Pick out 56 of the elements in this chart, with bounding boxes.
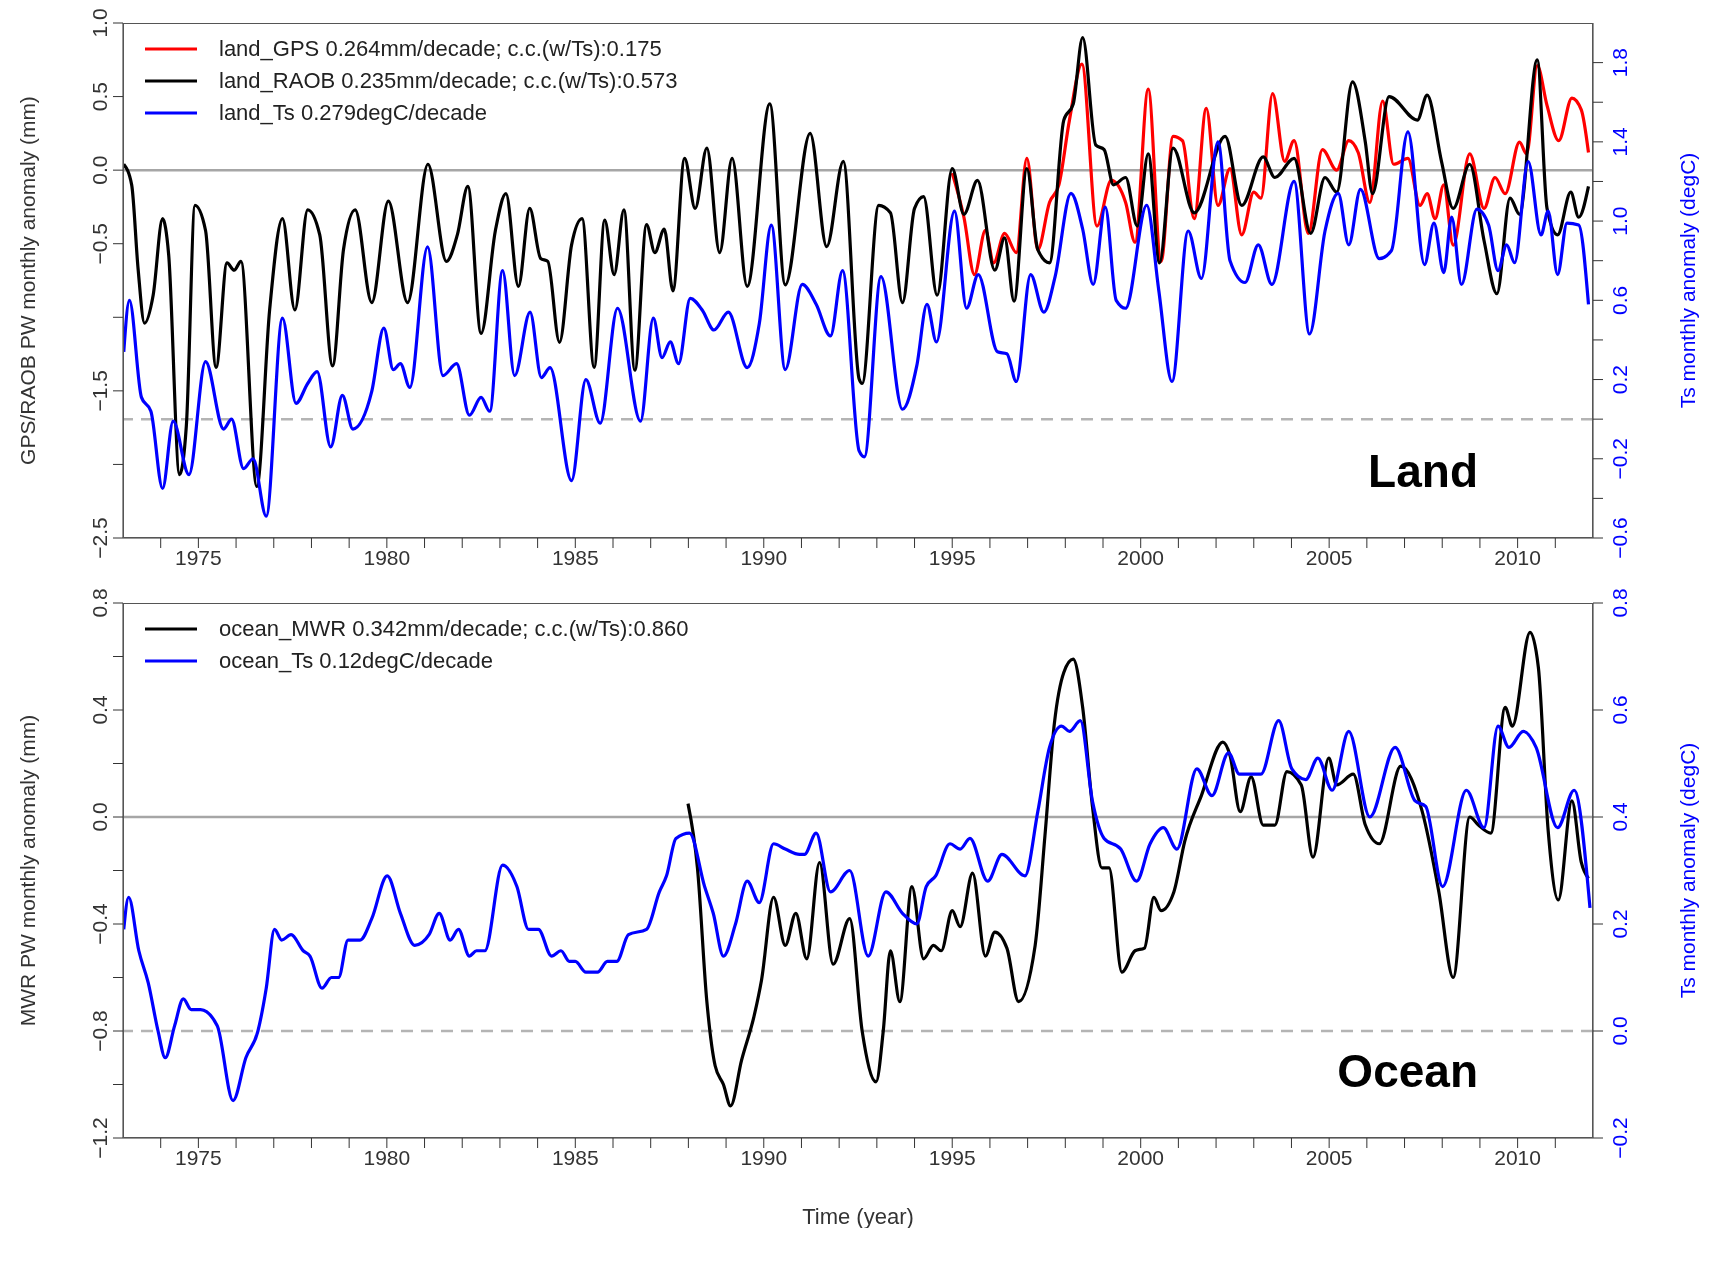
legend-label: ocean_Ts 0.12degC/decade <box>219 648 493 674</box>
x-tick-label: 2010 <box>1494 545 1541 569</box>
x-tick-label: 2005 <box>1305 1145 1353 1169</box>
y2-tick-label: 0.8 <box>1608 588 1631 618</box>
y2-tick-label: 0.6 <box>1608 695 1631 725</box>
y2-tick-label: −0.6 <box>1608 517 1631 559</box>
y2-axis-title: Ts monthly anomaly (degC) <box>1676 152 1700 409</box>
y-tick-label: −0.4 <box>88 902 111 945</box>
y2-tick-label: 0.2 <box>1608 364 1631 395</box>
legend-label: land_GPS 0.264mm/decade; c.c.(w/Ts):0.175 <box>219 36 662 62</box>
x-tick-label: 2000 <box>1117 545 1165 569</box>
x-tick-label: 1995 <box>928 1145 976 1169</box>
x-tick-label: 1975 <box>175 545 222 569</box>
y-tick-label: 0.0 <box>88 802 111 832</box>
y2-tick-label: 1.8 <box>1608 48 1631 78</box>
y2-axis-title: Ts monthly anomaly (degC) <box>1676 742 1700 999</box>
x-tick-label: 2000 <box>1117 1145 1165 1169</box>
y2-tick-label: 0.4 <box>1608 802 1631 832</box>
y-tick-label: −0.8 <box>88 1010 111 1052</box>
legend-label: land_RAOB 0.235mm/decade; c.c.(w/Ts):0.573 <box>219 68 678 94</box>
annotation: Land <box>1368 444 1478 498</box>
y2-tick-label: 0.2 <box>1608 909 1631 939</box>
x-tick-label: 1980 <box>363 1145 411 1169</box>
x-tick-label: 1985 <box>551 545 599 569</box>
y-tick-label: −1.2 <box>88 1117 111 1159</box>
line-series <box>686 630 1591 1108</box>
legend-label: ocean_MWR 0.342mm/decade; c.c.(w/Ts):0.860 <box>219 616 689 642</box>
y-tick-label: 0.0 <box>88 155 111 185</box>
y-tick-label: 0.5 <box>88 81 111 112</box>
y-axis-title: GPS/RAOB PW monthly anomaly (mm) <box>16 96 40 465</box>
y2-tick-label: −0.2 <box>1608 1117 1631 1159</box>
line-series <box>123 719 1592 1103</box>
legend-label: land_Ts 0.279degC/decade <box>219 100 487 126</box>
y-tick-label: 1.0 <box>88 8 111 38</box>
x-tick-label: 2010 <box>1494 1145 1541 1169</box>
y-tick-label: −2.5 <box>88 517 111 559</box>
y-tick-label: −0.5 <box>88 222 111 265</box>
x-tick-label: 1980 <box>363 545 411 569</box>
line-series <box>123 130 1591 518</box>
x-tick-label: 1990 <box>740 545 788 569</box>
y2-tick-label: 1.4 <box>1608 126 1631 157</box>
y-tick-label: 0.4 <box>88 695 111 725</box>
x-tick-label: 1990 <box>740 1145 788 1169</box>
y2-tick-label: 0.0 <box>1608 1016 1631 1046</box>
y-axis-title: MWR PW monthly anomaly (mm) <box>16 714 40 1027</box>
x-tick-label: 1985 <box>551 1145 599 1169</box>
x-axis-title: Time (year) <box>802 1204 914 1229</box>
x-tick-label: 1975 <box>175 1145 222 1169</box>
y2-tick-label: 0.6 <box>1608 285 1631 315</box>
x-tick-label: 1995 <box>928 545 976 569</box>
annotation: Ocean <box>1337 1044 1478 1098</box>
y-tick-label: −1.5 <box>88 370 111 412</box>
y2-tick-label: −0.2 <box>1608 438 1631 480</box>
x-tick-label: 2005 <box>1305 545 1353 569</box>
y2-tick-label: 1.0 <box>1608 206 1631 236</box>
y-tick-label: 0.8 <box>88 588 111 618</box>
